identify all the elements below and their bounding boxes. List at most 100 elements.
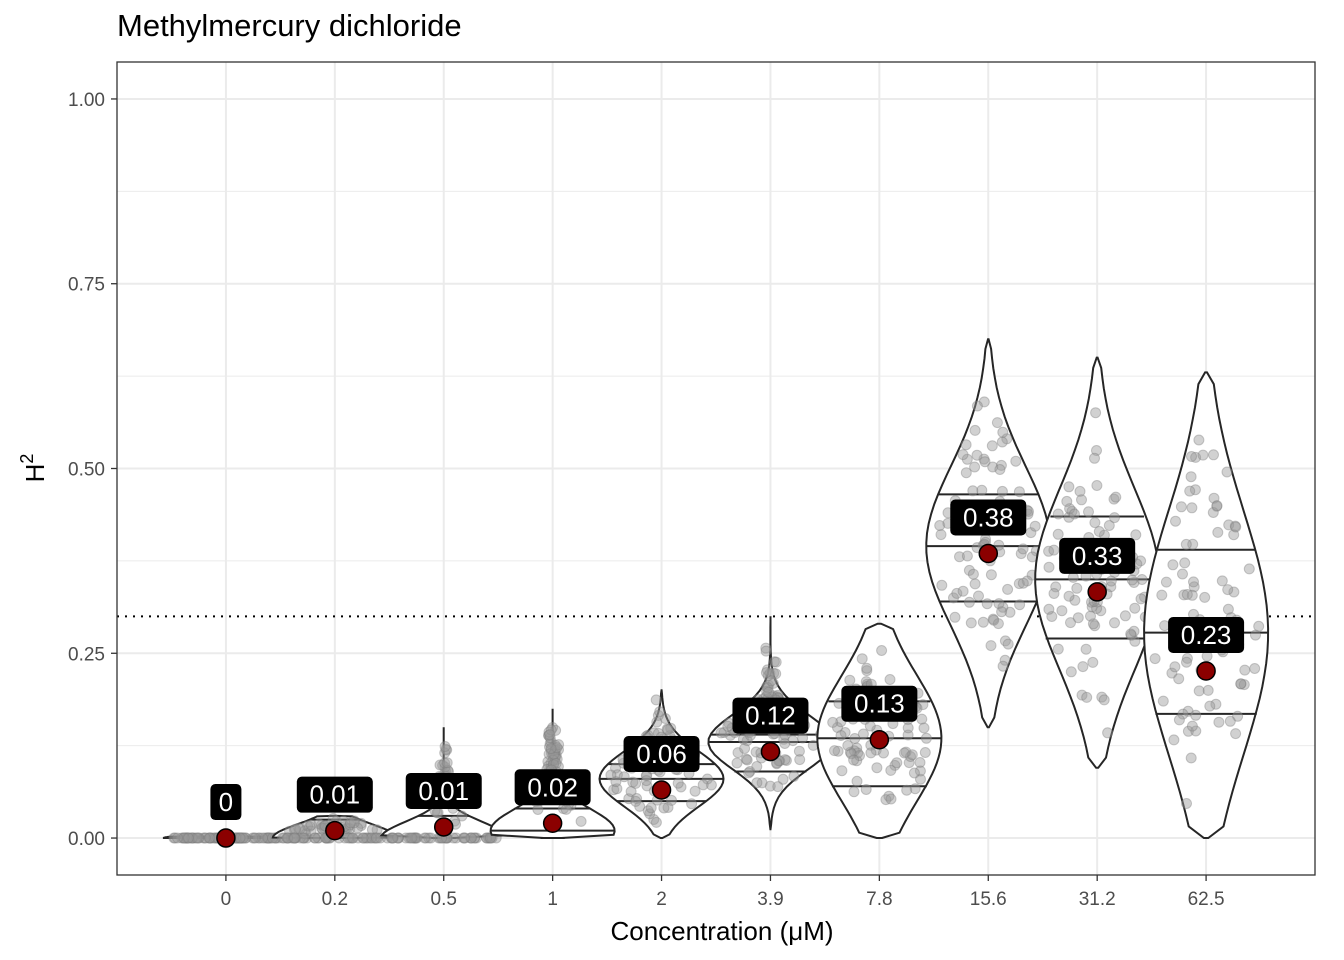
data-point <box>961 550 973 562</box>
data-point <box>305 825 317 837</box>
data-point <box>294 823 306 835</box>
data-point <box>1230 728 1242 740</box>
data-point <box>181 832 192 844</box>
data-point <box>299 825 311 837</box>
y-tick-label: 0.25 <box>68 644 105 665</box>
data-point <box>240 832 251 844</box>
data-point <box>1013 578 1025 590</box>
data-point <box>761 681 773 693</box>
data-point <box>1004 606 1016 618</box>
data-point <box>1017 577 1029 589</box>
data-point <box>611 769 623 781</box>
data-point <box>545 747 557 759</box>
data-point <box>610 762 621 774</box>
mean-point <box>325 820 345 841</box>
data-point <box>760 667 772 679</box>
data-point <box>844 674 856 686</box>
data-point <box>547 749 559 761</box>
data-point <box>247 832 259 844</box>
data-point <box>249 832 261 844</box>
data-point <box>642 805 654 817</box>
data-point <box>992 618 1004 630</box>
data-point <box>465 832 476 844</box>
mean-label-box <box>296 776 373 813</box>
y-tick-label: 1.00 <box>68 90 105 111</box>
data-point <box>697 779 709 791</box>
data-point <box>575 815 587 827</box>
data-point <box>978 396 990 408</box>
data-point <box>439 747 451 759</box>
data-point <box>768 656 780 668</box>
data-point <box>743 767 755 779</box>
data-point <box>548 748 560 760</box>
data-point <box>409 832 421 844</box>
data-point <box>347 832 359 844</box>
data-point <box>761 664 773 676</box>
data-point <box>278 832 290 844</box>
data-point <box>387 832 399 844</box>
data-point <box>543 730 555 742</box>
data-point <box>1181 652 1193 664</box>
data-point <box>236 832 248 844</box>
data-point <box>779 754 791 766</box>
data-point <box>304 820 316 832</box>
y-axis-title-main: H <box>20 464 50 483</box>
data-point <box>751 761 763 772</box>
data-point <box>481 832 493 844</box>
data-point <box>1190 725 1202 737</box>
data-point <box>760 642 772 654</box>
data-point <box>289 824 300 836</box>
mean-label-box <box>210 784 242 821</box>
data-point <box>951 587 963 599</box>
data-point <box>832 745 844 757</box>
data-point <box>1186 451 1197 462</box>
data-point <box>1125 629 1137 641</box>
data-point <box>1199 591 1211 603</box>
data-point <box>254 832 266 844</box>
data-point <box>880 794 892 806</box>
data-point <box>191 832 203 844</box>
data-point <box>1235 678 1247 690</box>
mean-label-text: 0.01 <box>310 780 361 810</box>
data-point <box>934 520 946 531</box>
data-point <box>849 733 861 744</box>
data-point <box>662 802 674 813</box>
data-point <box>835 730 847 741</box>
data-point <box>1043 603 1055 615</box>
data-point <box>553 739 565 751</box>
data-point <box>352 832 364 844</box>
data-point <box>778 733 790 745</box>
mean-label-text: 0.23 <box>1181 620 1232 650</box>
data-point <box>543 726 555 738</box>
data-point <box>370 832 382 844</box>
data-point <box>1181 798 1192 809</box>
data-point <box>1186 589 1198 601</box>
data-point <box>204 832 216 844</box>
data-point <box>549 746 560 758</box>
mean-point <box>216 828 236 848</box>
mean-point <box>651 780 672 800</box>
data-point <box>358 832 369 844</box>
data-point <box>1243 563 1255 575</box>
data-point <box>861 665 873 677</box>
data-point <box>1130 529 1142 541</box>
data-point <box>985 569 997 581</box>
data-point <box>961 453 973 465</box>
y-tick-label: 0.75 <box>68 275 105 296</box>
data-point <box>190 832 202 844</box>
data-point <box>1235 678 1247 690</box>
data-point <box>392 832 404 844</box>
data-point <box>976 484 988 496</box>
data-point <box>751 777 763 789</box>
data-point <box>611 783 623 795</box>
data-point <box>355 820 367 832</box>
data-point <box>997 426 1009 438</box>
data-point <box>300 828 312 840</box>
data-point <box>1222 603 1234 615</box>
mean-label-box <box>514 769 591 806</box>
data-point <box>625 786 637 797</box>
data-point <box>345 832 357 844</box>
mean-label-text: 0.13 <box>854 689 905 719</box>
data-point <box>1043 545 1055 557</box>
data-point <box>916 713 928 725</box>
